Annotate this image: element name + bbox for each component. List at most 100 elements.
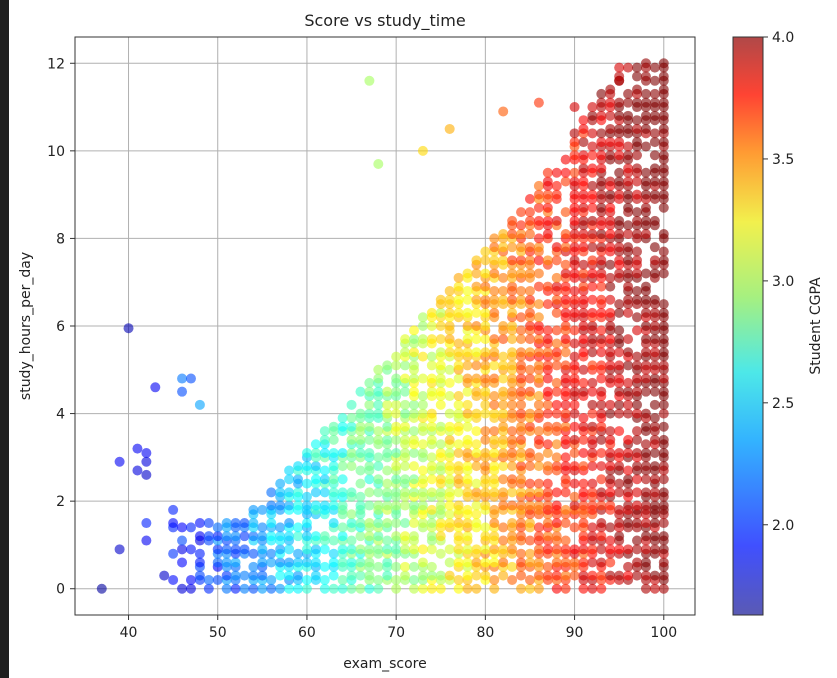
- data-point: [489, 583, 500, 594]
- data-point: [462, 360, 473, 371]
- data-point: [658, 246, 669, 257]
- data-point: [373, 474, 384, 485]
- y-tick-label: 10: [47, 144, 65, 160]
- data-point: [533, 180, 544, 191]
- data-point: [480, 434, 491, 445]
- data-point: [569, 294, 580, 305]
- data-point: [596, 255, 607, 266]
- data-point: [658, 434, 669, 445]
- data-point: [453, 272, 464, 283]
- data-point: [507, 334, 518, 345]
- data-point: [578, 347, 589, 358]
- data-point: [516, 500, 527, 511]
- data-point: [293, 522, 304, 533]
- data-point: [533, 347, 544, 358]
- data-point: [605, 137, 616, 148]
- data-point: [516, 229, 527, 240]
- data-point: [435, 421, 446, 432]
- data-point: [533, 321, 544, 331]
- data-point: [426, 561, 437, 572]
- data-point: [524, 487, 535, 498]
- data-point: [230, 570, 241, 581]
- data-point: [498, 434, 509, 445]
- data-point: [587, 294, 598, 305]
- data-point: [596, 399, 607, 410]
- data-point: [551, 347, 562, 358]
- data-point: [417, 321, 428, 331]
- data-point: [533, 522, 544, 533]
- data-point: [444, 364, 455, 375]
- data-point: [551, 255, 562, 266]
- data-point: [587, 128, 598, 139]
- data-point: [605, 189, 616, 200]
- data-point: [266, 487, 277, 498]
- data-point: [533, 255, 544, 266]
- data-point: [569, 285, 580, 296]
- data-point: [266, 531, 277, 542]
- data-point: [489, 487, 500, 498]
- data-point: [551, 338, 562, 349]
- data-point: [516, 570, 527, 581]
- data-point: [578, 447, 589, 458]
- data-point: [480, 268, 491, 279]
- data-point: [560, 399, 571, 410]
- data-point: [159, 570, 170, 581]
- data-point: [614, 189, 625, 200]
- data-point: [542, 399, 553, 410]
- data-point: [489, 447, 500, 458]
- data-point: [596, 229, 607, 240]
- data-point: [328, 548, 339, 559]
- data-point: [614, 504, 625, 515]
- data-point: [453, 338, 464, 349]
- data-point: [516, 399, 527, 410]
- data-point: [596, 202, 607, 213]
- data-point: [605, 522, 616, 533]
- data-point: [542, 189, 553, 200]
- data-point: [605, 447, 616, 458]
- data-point: [587, 242, 598, 253]
- data-point: [605, 461, 616, 472]
- data-point: [391, 583, 402, 594]
- data-point: [498, 351, 509, 362]
- data-point: [649, 583, 660, 594]
- data-point: [453, 518, 464, 529]
- data-point: [453, 447, 464, 458]
- data-point: [578, 421, 589, 432]
- data-point: [542, 447, 553, 458]
- colorbar-tick-label: 4.0: [772, 30, 794, 46]
- data-point: [507, 518, 518, 529]
- data-point: [498, 408, 509, 419]
- data-point: [275, 557, 286, 568]
- data-point: [596, 531, 607, 542]
- data-point: [542, 202, 553, 213]
- data-point: [141, 518, 152, 529]
- data-point: [551, 325, 562, 336]
- data-point: [551, 557, 562, 568]
- data-point: [516, 434, 527, 445]
- data-point: [533, 299, 544, 310]
- data-point: [542, 281, 553, 292]
- data-point: [444, 461, 455, 472]
- data-point: [266, 574, 277, 585]
- data-point: [640, 281, 651, 292]
- data-point: [319, 426, 330, 437]
- data-point: [649, 97, 660, 108]
- data-point: [346, 583, 357, 594]
- data-point: [632, 360, 643, 371]
- data-point: [408, 426, 419, 437]
- data-point: [649, 399, 660, 410]
- data-point: [203, 518, 214, 529]
- data-point: [516, 268, 527, 279]
- data-point: [293, 531, 304, 542]
- data-point: [560, 229, 571, 240]
- data-point: [489, 255, 500, 266]
- data-point: [462, 321, 473, 331]
- data-point: [230, 531, 241, 542]
- data-point: [524, 408, 535, 419]
- data-point: [435, 570, 446, 581]
- data-point: [560, 259, 571, 270]
- data-point: [614, 110, 625, 121]
- data-point: [542, 360, 553, 371]
- data-point: [596, 334, 607, 345]
- data-point: [569, 307, 580, 318]
